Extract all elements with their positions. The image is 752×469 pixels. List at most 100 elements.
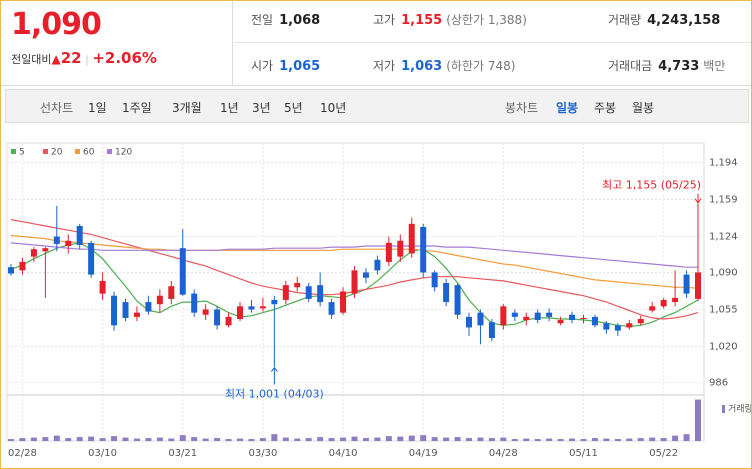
- stat-note: (상한가 1,388): [446, 13, 527, 27]
- candle-body: [569, 314, 576, 321]
- y-tick-label: 1,055: [709, 304, 738, 315]
- volume-bar: [248, 439, 255, 441]
- candle-body: [8, 267, 14, 274]
- legend-swatch: [75, 149, 80, 154]
- legend-swatch: [11, 149, 16, 154]
- volume-bar: [488, 438, 495, 441]
- volume-bar: [408, 435, 415, 441]
- volume-legend-swatch: [722, 405, 725, 413]
- candle-body: [351, 270, 358, 294]
- candle-body: [248, 306, 255, 310]
- y-tick-label: 1,194: [709, 158, 738, 169]
- candle-body: [466, 316, 472, 328]
- period-button[interactable]: 월봉: [632, 101, 655, 115]
- candle-body: [122, 302, 129, 318]
- stat-value: 1,068: [279, 13, 321, 28]
- period-button[interactable]: 3년: [252, 101, 271, 115]
- candle-body: [511, 312, 518, 317]
- candle-body: [672, 297, 679, 303]
- candle-body: [179, 248, 186, 295]
- volume-bar: [19, 438, 26, 441]
- candle-body: [454, 285, 461, 315]
- volume-bar: [397, 436, 404, 441]
- volume-bar: [340, 437, 347, 441]
- candle-body: [420, 227, 427, 273]
- volume-bar: [546, 438, 553, 441]
- volume-bar: [317, 437, 324, 441]
- period-button[interactable]: 5년: [284, 101, 303, 115]
- volume-bar: [511, 439, 518, 441]
- candle-body: [660, 299, 667, 307]
- candle-body: [317, 285, 324, 303]
- legend-swatch: [43, 149, 48, 154]
- x-tick-label: 04/28: [489, 448, 518, 459]
- y-tick-label: 1,020: [709, 341, 738, 352]
- stat-unit: 백만: [703, 59, 726, 73]
- candle-body: [500, 306, 507, 326]
- toolbar: 선차트 1일 1주일 3개월 1년 3년 5년 10년 봉차트 일봉 주봉 월봉: [5, 89, 749, 123]
- x-tick-label: 04/10: [329, 448, 358, 459]
- stat-label: 저가: [373, 59, 396, 73]
- volume-bar: [122, 437, 129, 441]
- stat-label: 고가: [373, 13, 396, 27]
- stat-label: 전일: [251, 13, 274, 27]
- candle-body: [385, 242, 392, 262]
- change-label: 전일대비: [11, 53, 52, 66]
- stat: 저가 1,063 (하한가 748): [373, 57, 515, 74]
- candle-body: [191, 293, 198, 313]
- volume-bar: [8, 439, 14, 441]
- volume-bar: [443, 437, 450, 441]
- candle-body: [202, 309, 209, 315]
- period-button[interactable]: 3개월: [172, 101, 202, 115]
- y-tick-label: 1,159: [709, 195, 738, 206]
- candle-body: [431, 272, 438, 288]
- volume-bar: [294, 438, 301, 441]
- x-tick-label: 03/21: [168, 448, 197, 459]
- legend-swatch: [107, 149, 112, 154]
- stat-label: 거래량: [608, 13, 642, 27]
- volume-bar: [259, 438, 266, 441]
- volume-bar: [454, 437, 461, 441]
- volume-bar: [374, 437, 381, 441]
- period-button[interactable]: 1일: [88, 101, 107, 115]
- legend-label: 20: [51, 148, 63, 158]
- annotation: 최고 1,155 (05/25): [602, 179, 701, 192]
- candle-body: [695, 272, 701, 299]
- ma-line: [10, 242, 698, 268]
- annotation-arrowhead: [694, 198, 702, 204]
- volume-bar: [477, 437, 484, 441]
- volume-bar: [202, 438, 209, 441]
- legend-label: 60: [83, 148, 95, 158]
- candle-body: [42, 248, 49, 252]
- candle-body: [30, 249, 37, 257]
- period-button[interactable]: 1년: [220, 101, 239, 115]
- candle-body: [591, 316, 598, 326]
- volume-bar: [626, 438, 633, 441]
- volume-bar: [637, 438, 644, 441]
- volume-bar: [145, 438, 152, 441]
- period-button[interactable]: 1주일: [122, 101, 152, 115]
- annotation-arrowhead: [270, 366, 278, 372]
- volume-bar: [569, 438, 576, 441]
- volume-bar: [214, 438, 221, 441]
- volume-bar: [695, 399, 701, 441]
- x-tick-label: 05/11: [569, 448, 598, 459]
- candle-body: [637, 318, 644, 324]
- volume-bar: [557, 439, 564, 441]
- volume-bar: [53, 435, 60, 441]
- period-button[interactable]: 주봉: [594, 101, 617, 115]
- candle-body: [614, 325, 621, 331]
- volume-bar: [385, 436, 392, 441]
- volume-bar: [466, 438, 472, 441]
- candle-body: [534, 312, 541, 321]
- period-button[interactable]: 일봉: [556, 101, 579, 115]
- candle-body: [649, 306, 656, 311]
- volume-bar: [282, 437, 289, 441]
- candle-body: [557, 320, 564, 324]
- period-button[interactable]: 10년: [320, 101, 347, 115]
- volume-bar: [225, 439, 232, 441]
- volume-bar: [672, 435, 679, 441]
- volume-bar: [523, 438, 530, 441]
- stat: 시가 1,065: [251, 57, 320, 74]
